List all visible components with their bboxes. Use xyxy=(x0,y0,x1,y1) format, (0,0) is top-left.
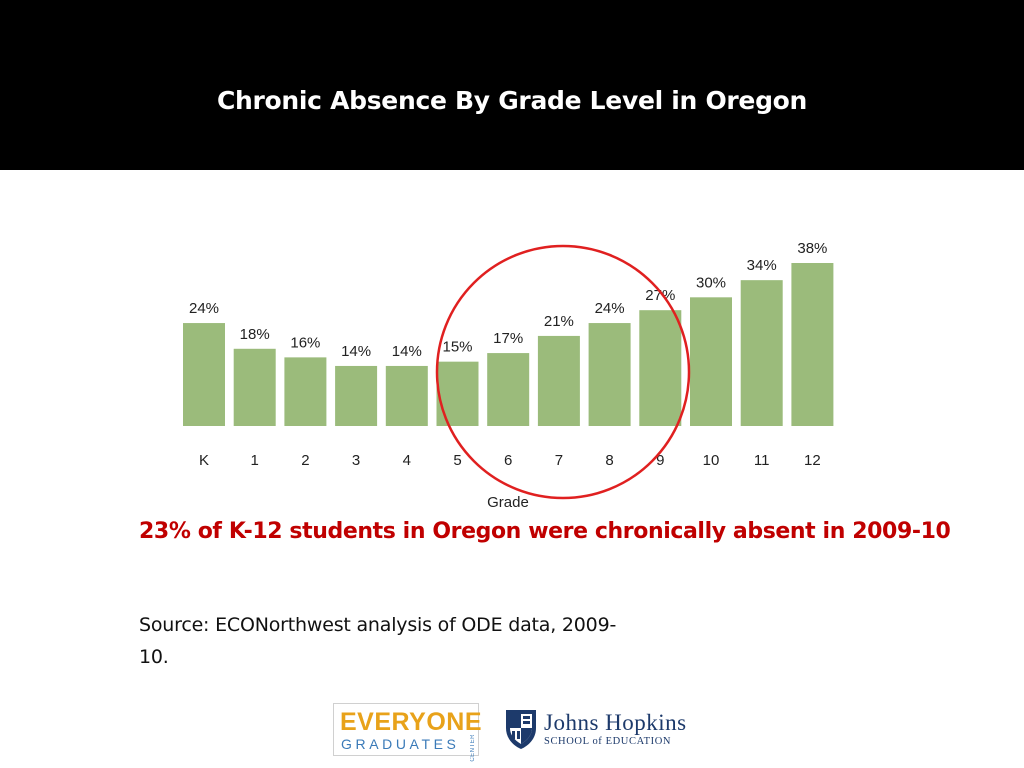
everyone-graduates-logo: EVERYONE GRADUATES CENTER xyxy=(333,703,483,762)
bar-11 xyxy=(740,280,783,426)
bar-9 xyxy=(639,310,682,426)
data-label-11: 34% xyxy=(747,257,777,274)
tick-label-4: 4 xyxy=(403,452,411,469)
bar-12 xyxy=(791,263,834,426)
bar-8 xyxy=(588,323,631,426)
source-note: Source: ECONorthwest analysis of ODE dat… xyxy=(139,614,617,668)
tick-label-5: 5 xyxy=(453,452,461,469)
tick-label-9: 9 xyxy=(656,452,664,469)
highlight-circle xyxy=(435,244,691,500)
data-label-6: 17% xyxy=(493,330,523,347)
data-label-1: 18% xyxy=(240,326,270,343)
data-label-10: 30% xyxy=(696,274,726,291)
bar-5 xyxy=(436,361,479,426)
data-label-8: 24% xyxy=(595,300,625,317)
header-bar xyxy=(0,0,1024,170)
tick-label-12: 12 xyxy=(804,452,821,469)
tick-label-1: 1 xyxy=(251,452,259,469)
data-label-3: 14% xyxy=(341,343,371,360)
bar-10 xyxy=(690,297,732,426)
bar-K xyxy=(183,323,225,426)
data-label-K: 24% xyxy=(189,300,219,317)
data-label-9: 27% xyxy=(645,287,675,304)
bar-7 xyxy=(537,335,580,426)
data-label-2: 16% xyxy=(290,334,320,351)
data-label-5: 15% xyxy=(442,339,472,356)
slide-title: Chronic Absence By Grade Level in Oregon xyxy=(216,86,808,115)
tick-label-10: 10 xyxy=(703,452,720,469)
bar-1 xyxy=(233,348,276,426)
tick-label-11: 11 xyxy=(754,452,770,469)
tick-label-8: 8 xyxy=(605,452,613,469)
bar-chart: 24% K 18% 1 16% 2 14% 3 14% 4 15% 5 17% 6 21% 7 24% 8 27% 9… xyxy=(183,240,834,511)
bar-3 xyxy=(335,365,378,426)
logo-text-center: CENTER xyxy=(470,734,476,762)
logo-text-school-of-education: SCHOOL of EDUCATION xyxy=(544,736,672,747)
logo-text-graduates: GRADUATES xyxy=(341,736,460,752)
tick-label-K: K xyxy=(199,452,209,469)
data-label-12: 38% xyxy=(797,240,827,257)
tick-label-3: 3 xyxy=(352,452,360,469)
logo-text-johns-hopkins: Johns Hopkins xyxy=(544,710,687,735)
headline-statistic: 23% of K-12 students in Oregon were chro… xyxy=(139,519,951,544)
bar-6 xyxy=(487,353,530,426)
data-label-7: 21% xyxy=(544,313,574,330)
tick-label-7: 7 xyxy=(555,452,563,469)
x-axis-label: Grade xyxy=(487,494,529,511)
tick-label-6: 6 xyxy=(504,452,512,469)
bar-2 xyxy=(284,357,327,426)
bar-4 xyxy=(385,365,428,426)
shield-icon xyxy=(506,710,536,749)
data-label-4: 14% xyxy=(392,343,422,360)
logo-text-everyone: EVERYONE xyxy=(340,708,483,736)
tick-label-2: 2 xyxy=(301,452,309,469)
johns-hopkins-logo: Johns Hopkins SCHOOL of EDUCATION xyxy=(504,708,694,752)
